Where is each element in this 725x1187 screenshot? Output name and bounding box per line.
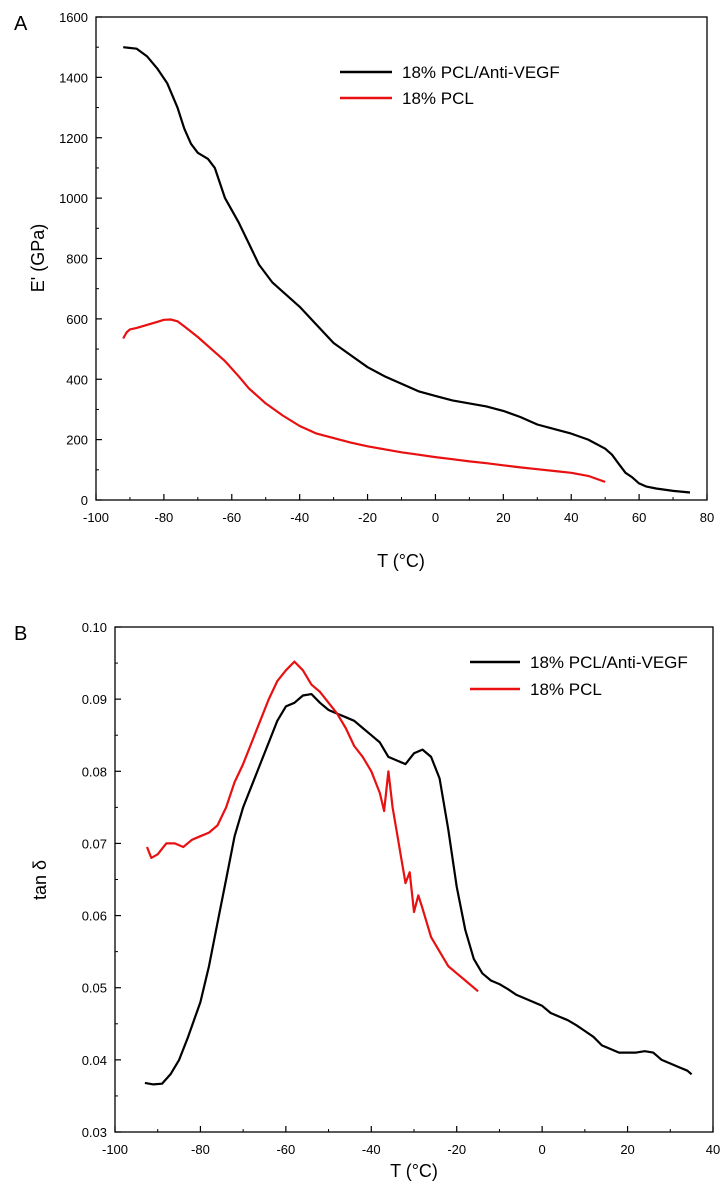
y-tick-label: 0.10 — [82, 620, 107, 635]
chart-panel-b: B -100 -80 -60 -40 -20 0 20 40 0.03 0.04 0.05 0.06… — [14, 620, 720, 1181]
y-tick-label: 0.09 — [82, 692, 107, 707]
x-tick-label: -60 — [276, 1142, 295, 1157]
y-tick-label: 1400 — [59, 70, 88, 85]
y-axis-label-a: E' (GPa) — [28, 224, 48, 292]
x-tick-label: 0 — [432, 510, 439, 525]
x-tick-label: -20 — [358, 510, 377, 525]
series-line-b-0 — [144, 693, 693, 1086]
x-tick-label: 0 — [539, 1142, 546, 1157]
x-tick-label: -20 — [447, 1142, 466, 1157]
legend-label-a-0: 18% PCL/Anti-VEGF — [402, 63, 560, 82]
x-tick-label: 40 — [706, 1142, 720, 1157]
y-tick-label: 0.06 — [82, 909, 107, 924]
x-tick-label: 60 — [632, 510, 646, 525]
series-line-b-1 — [145, 660, 479, 993]
x-tick-label: -60 — [222, 510, 241, 525]
x-tick-label: -80 — [191, 1142, 210, 1157]
y-tick-label: 0.08 — [82, 764, 107, 779]
series-line-a-0 — [123, 46, 691, 494]
x-tick-label: -80 — [154, 510, 173, 525]
y-tick-label: 0.03 — [82, 1125, 107, 1140]
x-tick-label: -40 — [290, 510, 309, 525]
x-tick-label: -100 — [83, 510, 109, 525]
y-tick-label: 0 — [81, 493, 88, 508]
x-tick-label: -40 — [362, 1142, 381, 1157]
x-axis-ticks-b: -100 -80 -60 -40 -20 0 20 40 — [102, 1126, 720, 1157]
legend-label-b-0: 18% PCL/Anti-VEGF — [530, 653, 688, 672]
x-tick-label: 20 — [620, 1142, 634, 1157]
legend-label-b-1: 18% PCL — [530, 680, 602, 699]
y-tick-label: 0.07 — [82, 836, 107, 851]
y-tick-label: 1000 — [59, 191, 88, 206]
y-axis-ticks-a: 0 200 400 600 800 1000 1200 1400 1600 — [59, 10, 102, 508]
series-line-a-1 — [122, 318, 606, 483]
y-tick-label: 200 — [66, 433, 88, 448]
x-axis-label-b: T (°C) — [390, 1161, 438, 1181]
legend-label-a-1: 18% PCL — [402, 89, 474, 108]
y-tick-label: 600 — [66, 312, 88, 327]
plot-frame-b — [114, 626, 714, 1133]
panel-label-b: B — [14, 623, 27, 645]
y-axis-label-b: tan δ — [30, 860, 50, 900]
y-tick-label: 800 — [66, 252, 88, 267]
legend-b: 18% PCL/Anti-VEGF 18% PCL — [470, 653, 688, 699]
legend-a: 18% PCL/Anti-VEGF 18% PCL — [340, 63, 560, 108]
y-tick-label: 0.04 — [82, 1053, 107, 1068]
series-lines-a — [122, 46, 691, 494]
y-tick-label: 400 — [66, 372, 88, 387]
x-tick-label: 40 — [564, 510, 578, 525]
x-tick-label: 80 — [700, 510, 714, 525]
y-tick-label: 1600 — [59, 10, 88, 25]
x-tick-label: -100 — [102, 1142, 128, 1157]
panel-label-a: A — [14, 13, 28, 35]
x-axis-label-a: T (°C) — [377, 551, 425, 571]
x-axis-ticks-a: -100 -80 -60 -40 -20 0 20 40 60 80 — [83, 494, 714, 525]
series-lines-b — [144, 660, 693, 1086]
x-tick-label: 20 — [496, 510, 510, 525]
y-tick-label: 1200 — [59, 131, 88, 146]
chart-panel-a: A -100 -80 -60 -40 -20 0 20 40 60 80 0 200 400 600 80… — [14, 10, 714, 571]
y-tick-label: 0.05 — [82, 981, 107, 996]
y-axis-ticks-b: 0.03 0.04 0.05 0.06 0.07 0.08 0.09 0.10 — [82, 620, 121, 1140]
